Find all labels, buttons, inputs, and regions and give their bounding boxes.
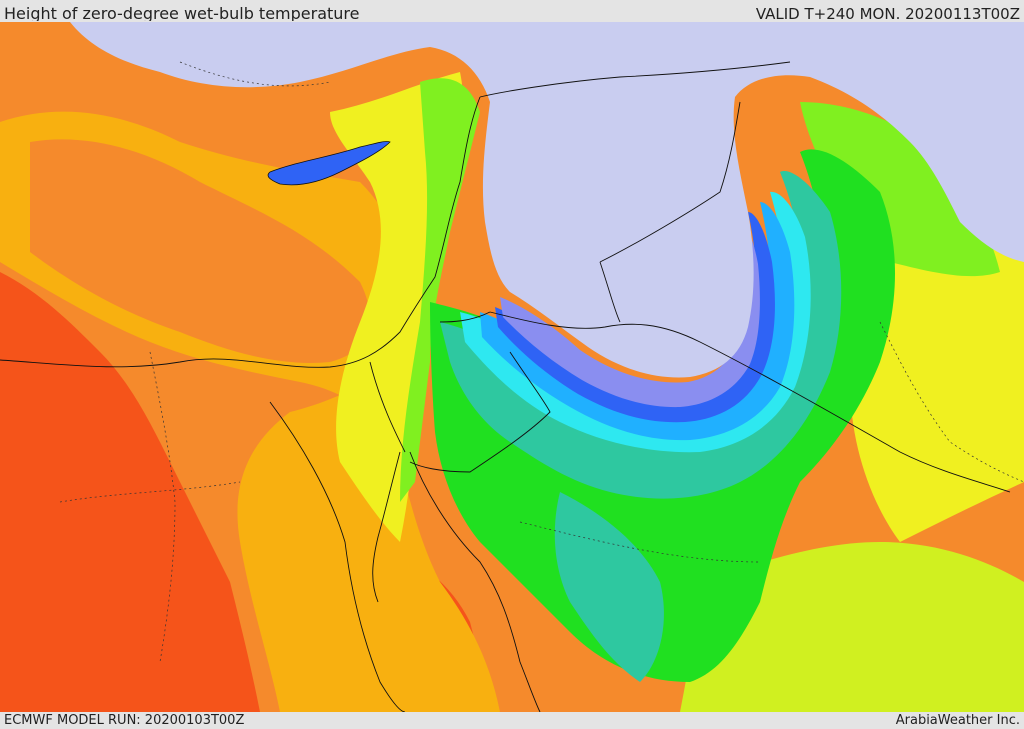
cyprus-island [267, 141, 391, 186]
shading-light-green-east [800, 102, 1000, 277]
shading-teal-south [554, 492, 664, 682]
internal-border-icon [59, 61, 1024, 663]
footer-bar: ECMWF MODEL RUN: 20200103T00Z ArabiaWeat… [0, 712, 1024, 729]
weather-map[interactable] [0, 22, 1024, 712]
model-run-label: ECMWF MODEL RUN: 20200103T00Z [4, 713, 245, 728]
country-border-icon [369, 101, 1011, 493]
shading-deep-blue [495, 212, 775, 423]
valid-time: VALID T+240 MON. 20200113T00Z [755, 5, 1020, 23]
shading-teal [440, 171, 842, 499]
coastline-icon [0, 61, 791, 712]
shading-light-green [400, 78, 480, 502]
shading-green [430, 149, 895, 683]
map-canvas [0, 22, 1024, 712]
shading-red-west [0, 272, 260, 712]
header-bar: Height of zero-degree wet-bulb temperatu… [0, 0, 1024, 23]
shading-orange-med [30, 139, 370, 363]
shading-violet [500, 217, 760, 408]
credit-label: ArabiaWeather Inc. [895, 713, 1020, 728]
shading-lavender [70, 22, 1024, 378]
map-title: Height of zero-degree wet-bulb temperatu… [4, 4, 360, 21]
shading-yellow-south [680, 542, 1024, 712]
